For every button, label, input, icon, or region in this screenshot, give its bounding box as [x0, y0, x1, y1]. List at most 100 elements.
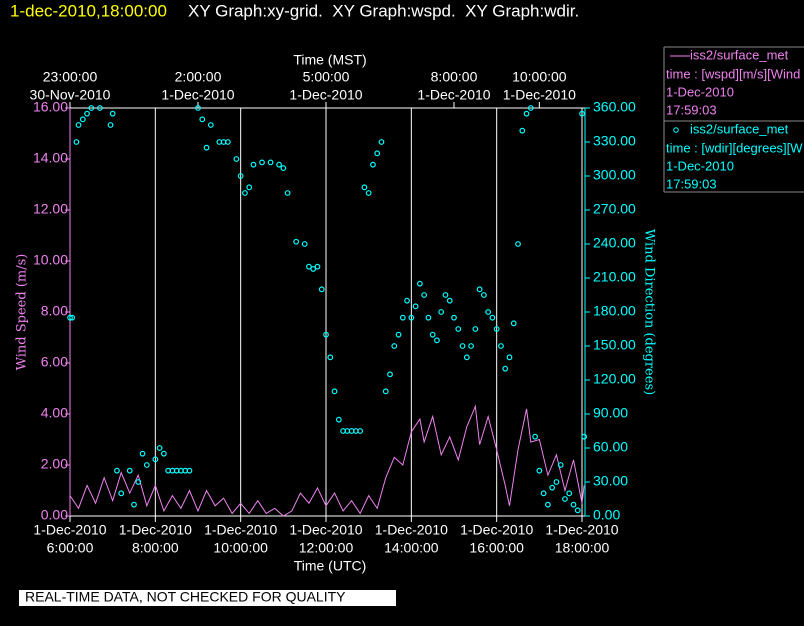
direction-point	[246, 184, 253, 191]
direction-point	[562, 496, 568, 502]
x-tick-label: 10:00:00	[213, 540, 268, 556]
chart-title: 1-dec-2010,18:00:00	[10, 1, 167, 20]
direction-point	[498, 343, 504, 349]
x2-tick-date: 1-Dec-2010	[161, 87, 234, 103]
direction-point	[519, 127, 526, 134]
direction-point	[233, 156, 240, 162]
y-axis-title: Wind Speed (m/s)	[15, 254, 30, 371]
direction-point	[476, 286, 483, 293]
direction-point	[126, 467, 133, 474]
x-tick-label: 8:00:00	[132, 540, 179, 556]
direction-point	[570, 501, 577, 508]
direction-point	[107, 122, 114, 128]
note: REAL-TIME DATA, NOT CHECKED FOR QUALITY	[25, 589, 346, 605]
x-tick-label: 16:00:00	[469, 540, 524, 556]
direction-point	[276, 161, 282, 168]
direction-point	[114, 467, 120, 474]
direction-point	[250, 161, 257, 168]
direction-point	[391, 343, 398, 349]
direction-point	[557, 462, 564, 468]
direction-point	[515, 241, 521, 247]
y-tick-label: 6.00	[41, 354, 68, 370]
direction-point	[566, 490, 573, 497]
direction-point	[523, 110, 530, 117]
direction-point	[79, 116, 86, 123]
y-tick-label: 16.00	[33, 99, 68, 115]
legend-label: iss2/surface_met	[690, 47, 789, 62]
direction-point	[306, 263, 312, 270]
direction-point	[96, 105, 103, 111]
x2-tick-date: 1-Dec-2010	[503, 87, 576, 103]
direction-point	[463, 354, 470, 361]
direction-point	[357, 428, 364, 434]
legend-detail: time : [wspd][m/s][Wind	[666, 66, 800, 81]
direction-point	[412, 303, 419, 310]
direction-point	[485, 309, 492, 315]
direction-point	[451, 314, 457, 321]
direction-point	[267, 159, 274, 166]
y2-tick-label: 300.00	[593, 167, 636, 183]
x2-tick-label: 2:00:00	[175, 69, 222, 85]
chart-subtitle: XY Graph:xy-grid. XY Graph:wspd. XY Grap…	[188, 1, 579, 20]
y2-tick-label: 360.00	[593, 99, 636, 115]
direction-point	[143, 462, 150, 468]
y2-tick-label: 90.00	[593, 405, 628, 421]
direction-point	[310, 266, 317, 272]
x2-tick-date: 30-Nov-2010	[30, 87, 111, 103]
direction-point	[335, 416, 342, 423]
direction-point	[378, 139, 385, 145]
x-axis-title: Time (UTC)	[294, 558, 367, 574]
direction-point	[203, 144, 210, 151]
direction-point	[527, 105, 534, 111]
x-tick-label: 12:00:00	[299, 540, 354, 556]
direction-point	[160, 450, 167, 457]
direction-point	[459, 343, 466, 349]
y-tick-label: 10.00	[33, 252, 68, 268]
x2-tick-label: 23:00:00	[43, 69, 98, 85]
legend-detail: 1-Dec-2010	[666, 158, 734, 173]
legend-detail: 17:59:03	[666, 176, 717, 191]
direction-point	[468, 343, 474, 349]
legend-detail: 1-Dec-2010	[666, 84, 734, 99]
direction-point	[581, 433, 588, 440]
y-tick-label: 2.00	[41, 456, 68, 472]
direction-point	[242, 190, 248, 196]
direction-point	[446, 297, 453, 304]
y2-tick-label: 240.00	[593, 235, 636, 251]
y2-axis-title: Wind Direction (degrees)	[642, 229, 657, 395]
direction-point	[502, 365, 509, 372]
y-tick-label: 12.00	[33, 201, 68, 217]
direction-point	[186, 467, 193, 474]
direction-point	[395, 331, 402, 338]
y2-tick-label: 0.00	[593, 507, 620, 523]
x-tick-date: 1-Dec-2010	[204, 522, 277, 538]
legend-swatch	[673, 127, 679, 133]
note-box	[19, 590, 396, 606]
direction-point	[323, 331, 329, 338]
direction-point	[540, 490, 547, 497]
direction-point	[553, 479, 560, 485]
direction-point	[195, 105, 201, 111]
direction-point	[480, 292, 487, 298]
direction-point	[425, 314, 432, 321]
direction-point	[135, 479, 142, 485]
direction-point	[434, 337, 440, 344]
direction-point	[331, 388, 338, 395]
x2-axis-title: Time (MST)	[293, 52, 366, 68]
direction-point	[574, 507, 581, 514]
x-tick-date: 1-Dec-2010	[375, 522, 448, 538]
direction-point	[139, 450, 146, 457]
x-tick-label: 14:00:00	[384, 540, 439, 556]
direction-point	[506, 354, 513, 361]
direction-point	[293, 238, 300, 245]
direction-point	[416, 280, 423, 287]
y-tick-label: 14.00	[33, 150, 68, 166]
direction-point	[75, 122, 82, 128]
y-tick-label: 4.00	[41, 405, 68, 421]
direction-point	[259, 159, 265, 166]
direction-point	[327, 354, 334, 361]
y-tick-label: 8.00	[41, 303, 68, 319]
direction-point	[370, 161, 376, 168]
legend-detail: time : [wdir][degrees][W	[666, 140, 803, 155]
